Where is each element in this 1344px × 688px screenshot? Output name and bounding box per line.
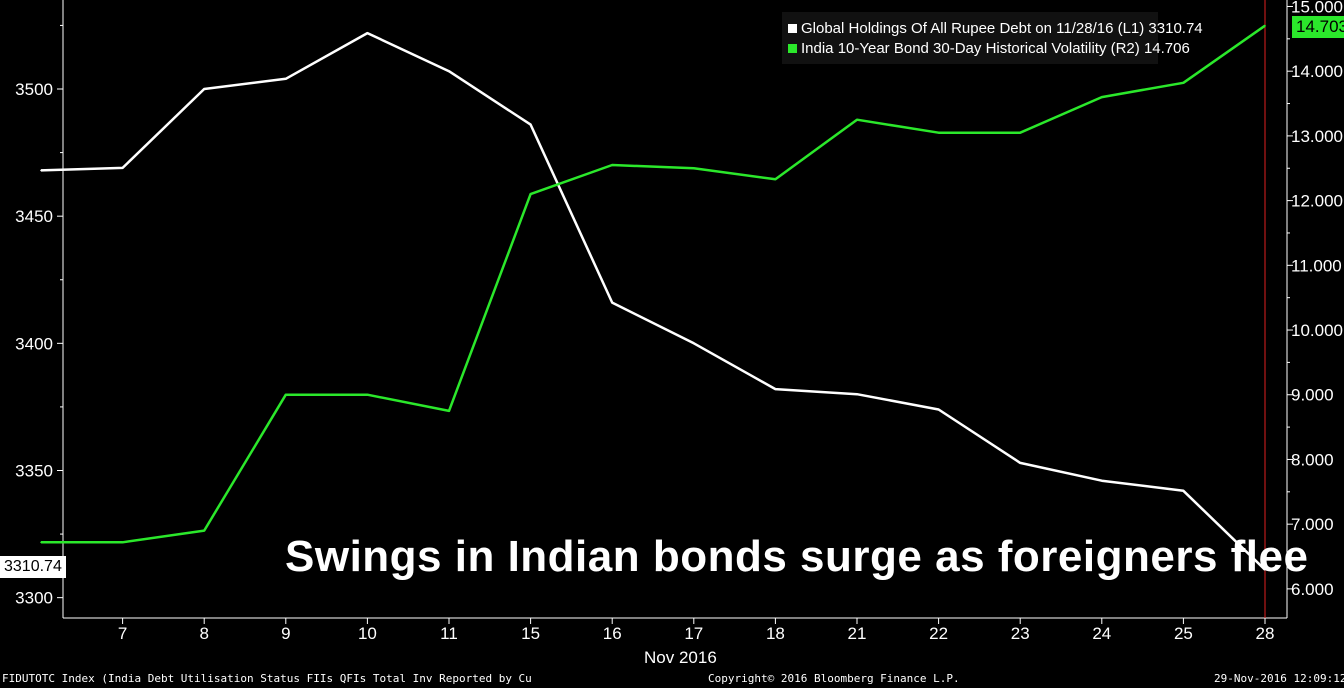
right-tick-label: 9.000 [1291,386,1334,405]
left-tick-label: 3300 [15,589,53,608]
x-tick-label: 28 [1256,624,1275,643]
footer-copyright: Copyright© 2016 Bloomberg Finance L.P. [708,672,960,685]
data-point-holdings [366,32,369,34]
right-last-value-badge: 14.703 [1292,16,1344,38]
series-line-volatility [41,24,1266,544]
x-tick-label: 7 [118,624,127,643]
x-tick-label: 21 [848,624,867,643]
x-tick-label: 16 [603,624,622,643]
data-point-holdings [1264,568,1266,571]
data-point-holdings [285,78,287,80]
data-point-volatility [285,393,287,396]
data-point-volatility [1019,131,1021,134]
x-tick-label: 24 [1092,624,1111,643]
data-point-holdings [203,88,205,90]
x-tick-label: 9 [281,624,290,643]
data-point-holdings [448,70,450,72]
left-tick-label: 3400 [15,334,53,353]
right-tick-label: 14.000 [1291,62,1343,81]
data-point-volatility [693,167,695,170]
legend-swatch-holdings [788,23,797,33]
data-point-volatility [774,178,777,181]
left-tick-label: 3450 [15,207,53,226]
footer-timestamp: 29-Nov-2016 12:09:12 [1214,672,1344,685]
x-tick-label: 18 [766,624,785,643]
x-tick-label: 22 [929,624,948,643]
legend-swatch-volatility [788,43,797,53]
data-point-volatility [529,193,532,195]
data-point-volatility [366,393,369,396]
footer-index-description: FIDUTOTC Index (India Debt Utilisation S… [2,672,532,685]
series-line-holdings [40,31,1266,571]
right-tick-label: 8.000 [1291,450,1334,469]
data-point-volatility [40,541,42,544]
data-point-holdings [693,342,695,345]
data-point-holdings [611,301,613,304]
data-point-volatility [1264,24,1266,27]
right-tick-label: 13.000 [1291,127,1343,146]
data-point-volatility [1101,96,1103,98]
right-tick-label: 10.000 [1291,321,1343,340]
axes [62,0,1288,619]
legend-label-holdings: Global Holdings Of All Rupee Debt on 11/… [801,19,1203,37]
x-tick-label: 11 [440,624,458,643]
data-point-holdings [774,388,777,390]
data-point-volatility [856,118,858,121]
right-tick-label: 7.000 [1291,515,1334,534]
chart-headline: Swings in Indian bonds surge as foreigne… [285,532,1309,581]
right-tick-label: 15.000 [1291,0,1343,16]
data-point-volatility [448,410,450,412]
left-last-value-badge: 3310.74 [0,556,66,578]
x-tick-label: 17 [684,624,703,643]
legend-item-volatility: India 10-Year Bond 30-Day Historical Vol… [788,38,1190,58]
x-tick-label: 23 [1011,624,1030,643]
data-point-holdings [40,169,42,172]
data-point-volatility [1182,82,1185,84]
data-point-volatility [121,541,124,544]
left-axis-ticks: 3300 3350 3400 3450 3500 [15,24,63,608]
data-point-holdings [937,408,940,411]
data-point-holdings [1182,490,1185,492]
left-tick-label: 3500 [15,80,53,99]
data-point-volatility [203,529,205,532]
legend: Global Holdings Of All Rupee Debt on 11/… [782,12,1203,64]
legend-label-volatility: India 10-Year Bond 30-Day Historical Vol… [801,39,1190,57]
x-tick-label: 15 [521,624,540,643]
data-point-holdings [121,167,124,169]
x-tick-label: 8 [199,624,208,643]
legend-item-holdings: Global Holdings Of All Rupee Debt on 11/… [788,18,1203,38]
x-tick-label: 25 [1174,624,1193,643]
x-tick-label: 10 [358,624,377,643]
x-axis-ticks: 7 8 9 10 11 15 16 17 18 21 22 23 24 25 28 [118,618,1275,643]
x-axis-title: Nov 2016 [644,648,717,667]
data-point-volatility [937,131,940,134]
right-tick-label: 12.000 [1291,192,1343,211]
series-lines [40,24,1266,571]
right-axis-ticks: 6.000 7.000 8.000 9.000 10.000 11.000 12.000 13… [1287,0,1343,599]
right-tick-label: 6.000 [1291,580,1334,599]
data-point-holdings [1019,462,1021,464]
right-tick-label: 11.000 [1291,256,1342,275]
data-point-holdings [856,393,858,396]
data-point-holdings [1101,479,1103,482]
left-tick-label: 3350 [15,461,53,480]
data-point-volatility [611,164,613,166]
data-point-holdings [529,123,532,126]
